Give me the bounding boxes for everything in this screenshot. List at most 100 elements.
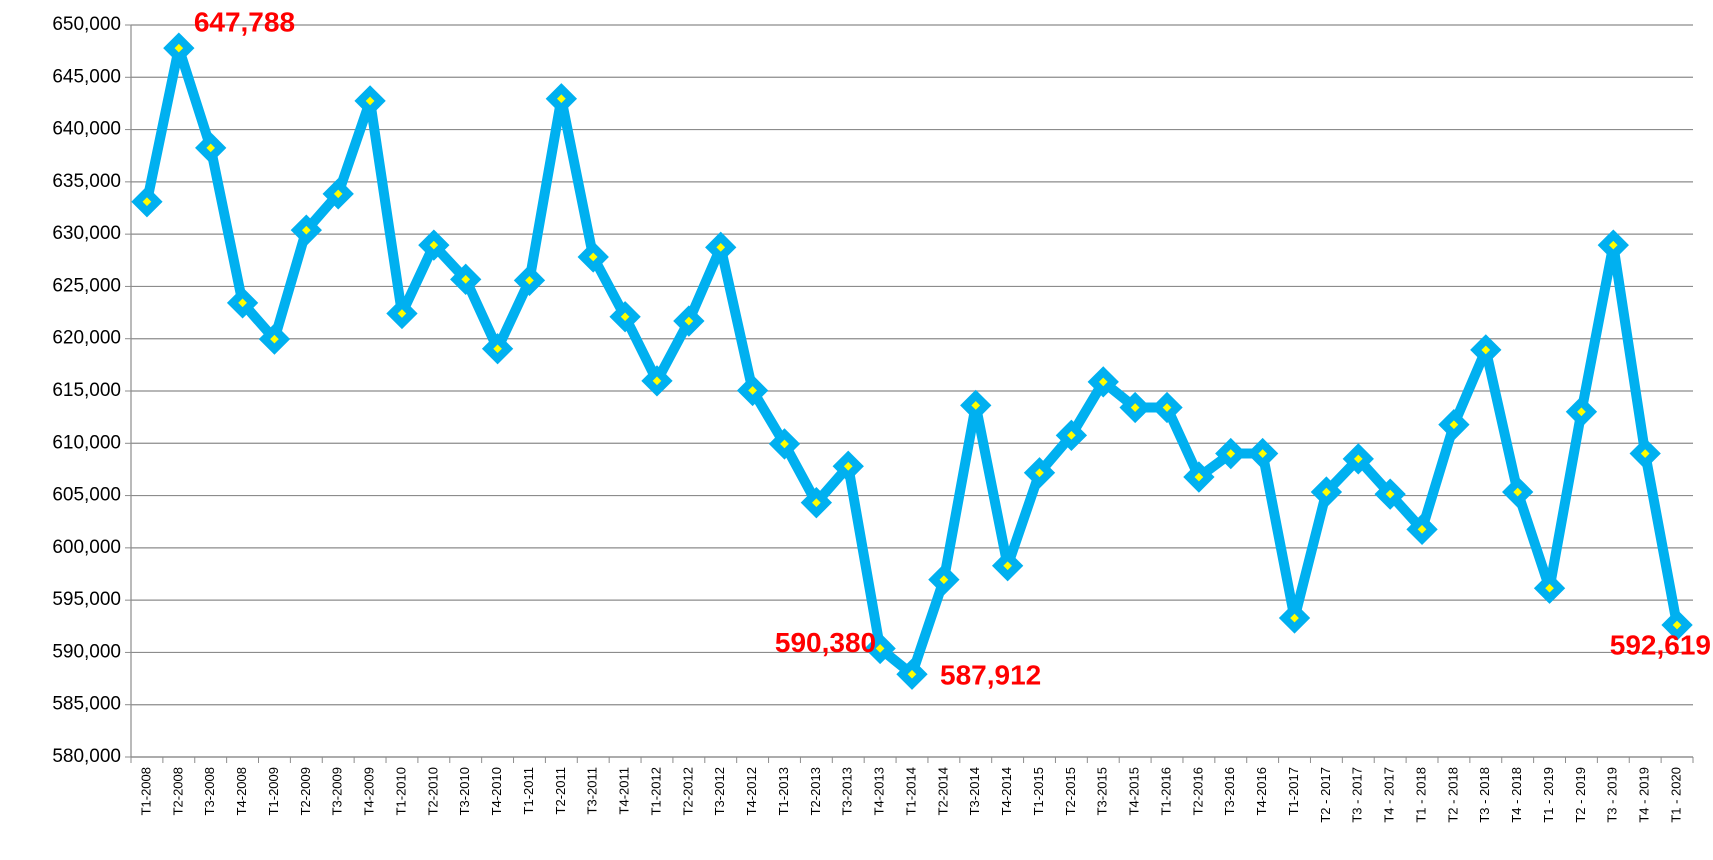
x-tick-label: T2 - 2017: [1318, 767, 1333, 823]
x-tick-label: T2-2015: [1063, 767, 1078, 815]
x-tick-label: T1-2017: [1286, 767, 1301, 815]
data-label: 587,912: [940, 660, 1041, 691]
marker: [577, 241, 609, 273]
marker: [1406, 513, 1438, 546]
x-tick-label: T3-2010: [457, 767, 472, 815]
marker: [163, 32, 195, 64]
marker: [1246, 437, 1279, 470]
marker: [928, 563, 960, 596]
marker: [991, 550, 1024, 582]
marker: [1565, 396, 1598, 428]
marker: [673, 305, 705, 337]
marker: [226, 287, 259, 319]
data-label: 590,380: [775, 627, 876, 658]
marker: [1023, 457, 1056, 489]
marker: [736, 374, 769, 407]
marker: [896, 658, 928, 690]
marker: [450, 263, 482, 295]
y-tick-label: 610,000: [52, 432, 121, 453]
x-tick-label: T4-2009: [362, 767, 377, 815]
x-tick-label: T4-2015: [1127, 767, 1142, 815]
marker: [354, 85, 386, 117]
marker: [1661, 609, 1693, 641]
x-tick-label: T4-2014: [999, 767, 1014, 815]
x-tick-label: T2-2008: [170, 767, 185, 815]
x-tick-label: T1-2008: [138, 767, 153, 815]
marker: [1502, 476, 1534, 508]
data-label: 647,788: [194, 7, 295, 38]
marker: [545, 83, 578, 115]
x-tick-label: T1-2012: [648, 767, 663, 815]
x-tick-label: T4-2010: [489, 767, 504, 815]
x-tick-label: T2-2012: [680, 767, 695, 815]
x-tick-label: T4 - 2019: [1637, 767, 1652, 823]
x-tick-label: T1 - 2018: [1413, 767, 1428, 823]
x-tick-label: T1 - 2019: [1541, 767, 1556, 823]
x-tick-label: T1-2014: [903, 767, 918, 815]
x-tick-label: T3 - 2017: [1350, 767, 1365, 823]
marker: [386, 297, 418, 330]
marker: [481, 333, 514, 365]
marker: [641, 365, 673, 397]
marker: [1342, 443, 1374, 475]
marker: [1183, 461, 1215, 493]
marker: [1533, 572, 1566, 604]
x-tick-label: T1-2009: [266, 767, 281, 815]
y-tick-label: 580,000: [52, 746, 121, 767]
x-tick-label: T1-2016: [1158, 767, 1173, 815]
marker: [800, 487, 833, 519]
marker: [1470, 334, 1502, 366]
x-tick-label: T3-2016: [1222, 767, 1237, 815]
x-tick-label: T2-2016: [1190, 767, 1205, 815]
x-tick-label: T4-2013: [872, 767, 887, 815]
x-tick-label: T2-2011: [553, 767, 568, 814]
x-tick-label: T1 - 2020: [1668, 767, 1683, 823]
x-tick-label: T4-2011: [617, 767, 632, 814]
x-tick-label: T2 - 2018: [1445, 767, 1460, 823]
marker: [258, 323, 291, 355]
marker: [418, 229, 450, 261]
x-tick-label: T4-2008: [234, 767, 249, 815]
marker: [1629, 437, 1661, 470]
marker: [1374, 478, 1406, 510]
marker: [131, 186, 163, 218]
marker: [1310, 476, 1343, 508]
marker: [1278, 602, 1311, 634]
marker: [705, 231, 737, 263]
x-tick-label: T3-2011: [585, 767, 600, 814]
marker: [513, 264, 546, 297]
marker: [1087, 366, 1119, 398]
marker: [1438, 409, 1470, 441]
y-tick-label: 595,000: [52, 589, 121, 610]
x-tick-label: T4-2012: [744, 767, 759, 815]
marker: [1119, 391, 1151, 424]
y-tick-label: 650,000: [52, 14, 121, 35]
marker: [832, 450, 864, 482]
x-tick-label: T1-2010: [393, 767, 408, 815]
y-tick-label: 640,000: [52, 119, 121, 140]
x-tick-label: T2-2013: [808, 767, 823, 815]
y-tick-label: 615,000: [52, 380, 121, 401]
marker: [195, 132, 227, 164]
data-label: 592,619: [1610, 629, 1711, 660]
marker: [768, 428, 801, 460]
x-tick-label: T4 - 2017: [1382, 767, 1397, 823]
y-tick-label: 605,000: [52, 485, 121, 506]
line: [142, 43, 1682, 680]
marker: [1597, 229, 1629, 261]
marker: [1215, 437, 1247, 470]
marker: [609, 301, 641, 333]
x-tick-label: T1-2013: [776, 767, 791, 815]
x-tick-label: T2-2014: [935, 767, 950, 815]
x-tick-label: T3-2009: [330, 767, 345, 815]
x-tick-label: T3-2012: [712, 767, 727, 815]
x-tick-label: T1-2015: [1031, 767, 1046, 815]
y-tick-label: 645,000: [52, 66, 121, 87]
x-tick-label: T3-2015: [1095, 767, 1110, 815]
x-tick-label: T2-2009: [298, 767, 313, 815]
y-tick-label: 625,000: [52, 275, 121, 296]
marker: [960, 389, 992, 422]
x-tick-label: T3 - 2018: [1477, 767, 1492, 823]
